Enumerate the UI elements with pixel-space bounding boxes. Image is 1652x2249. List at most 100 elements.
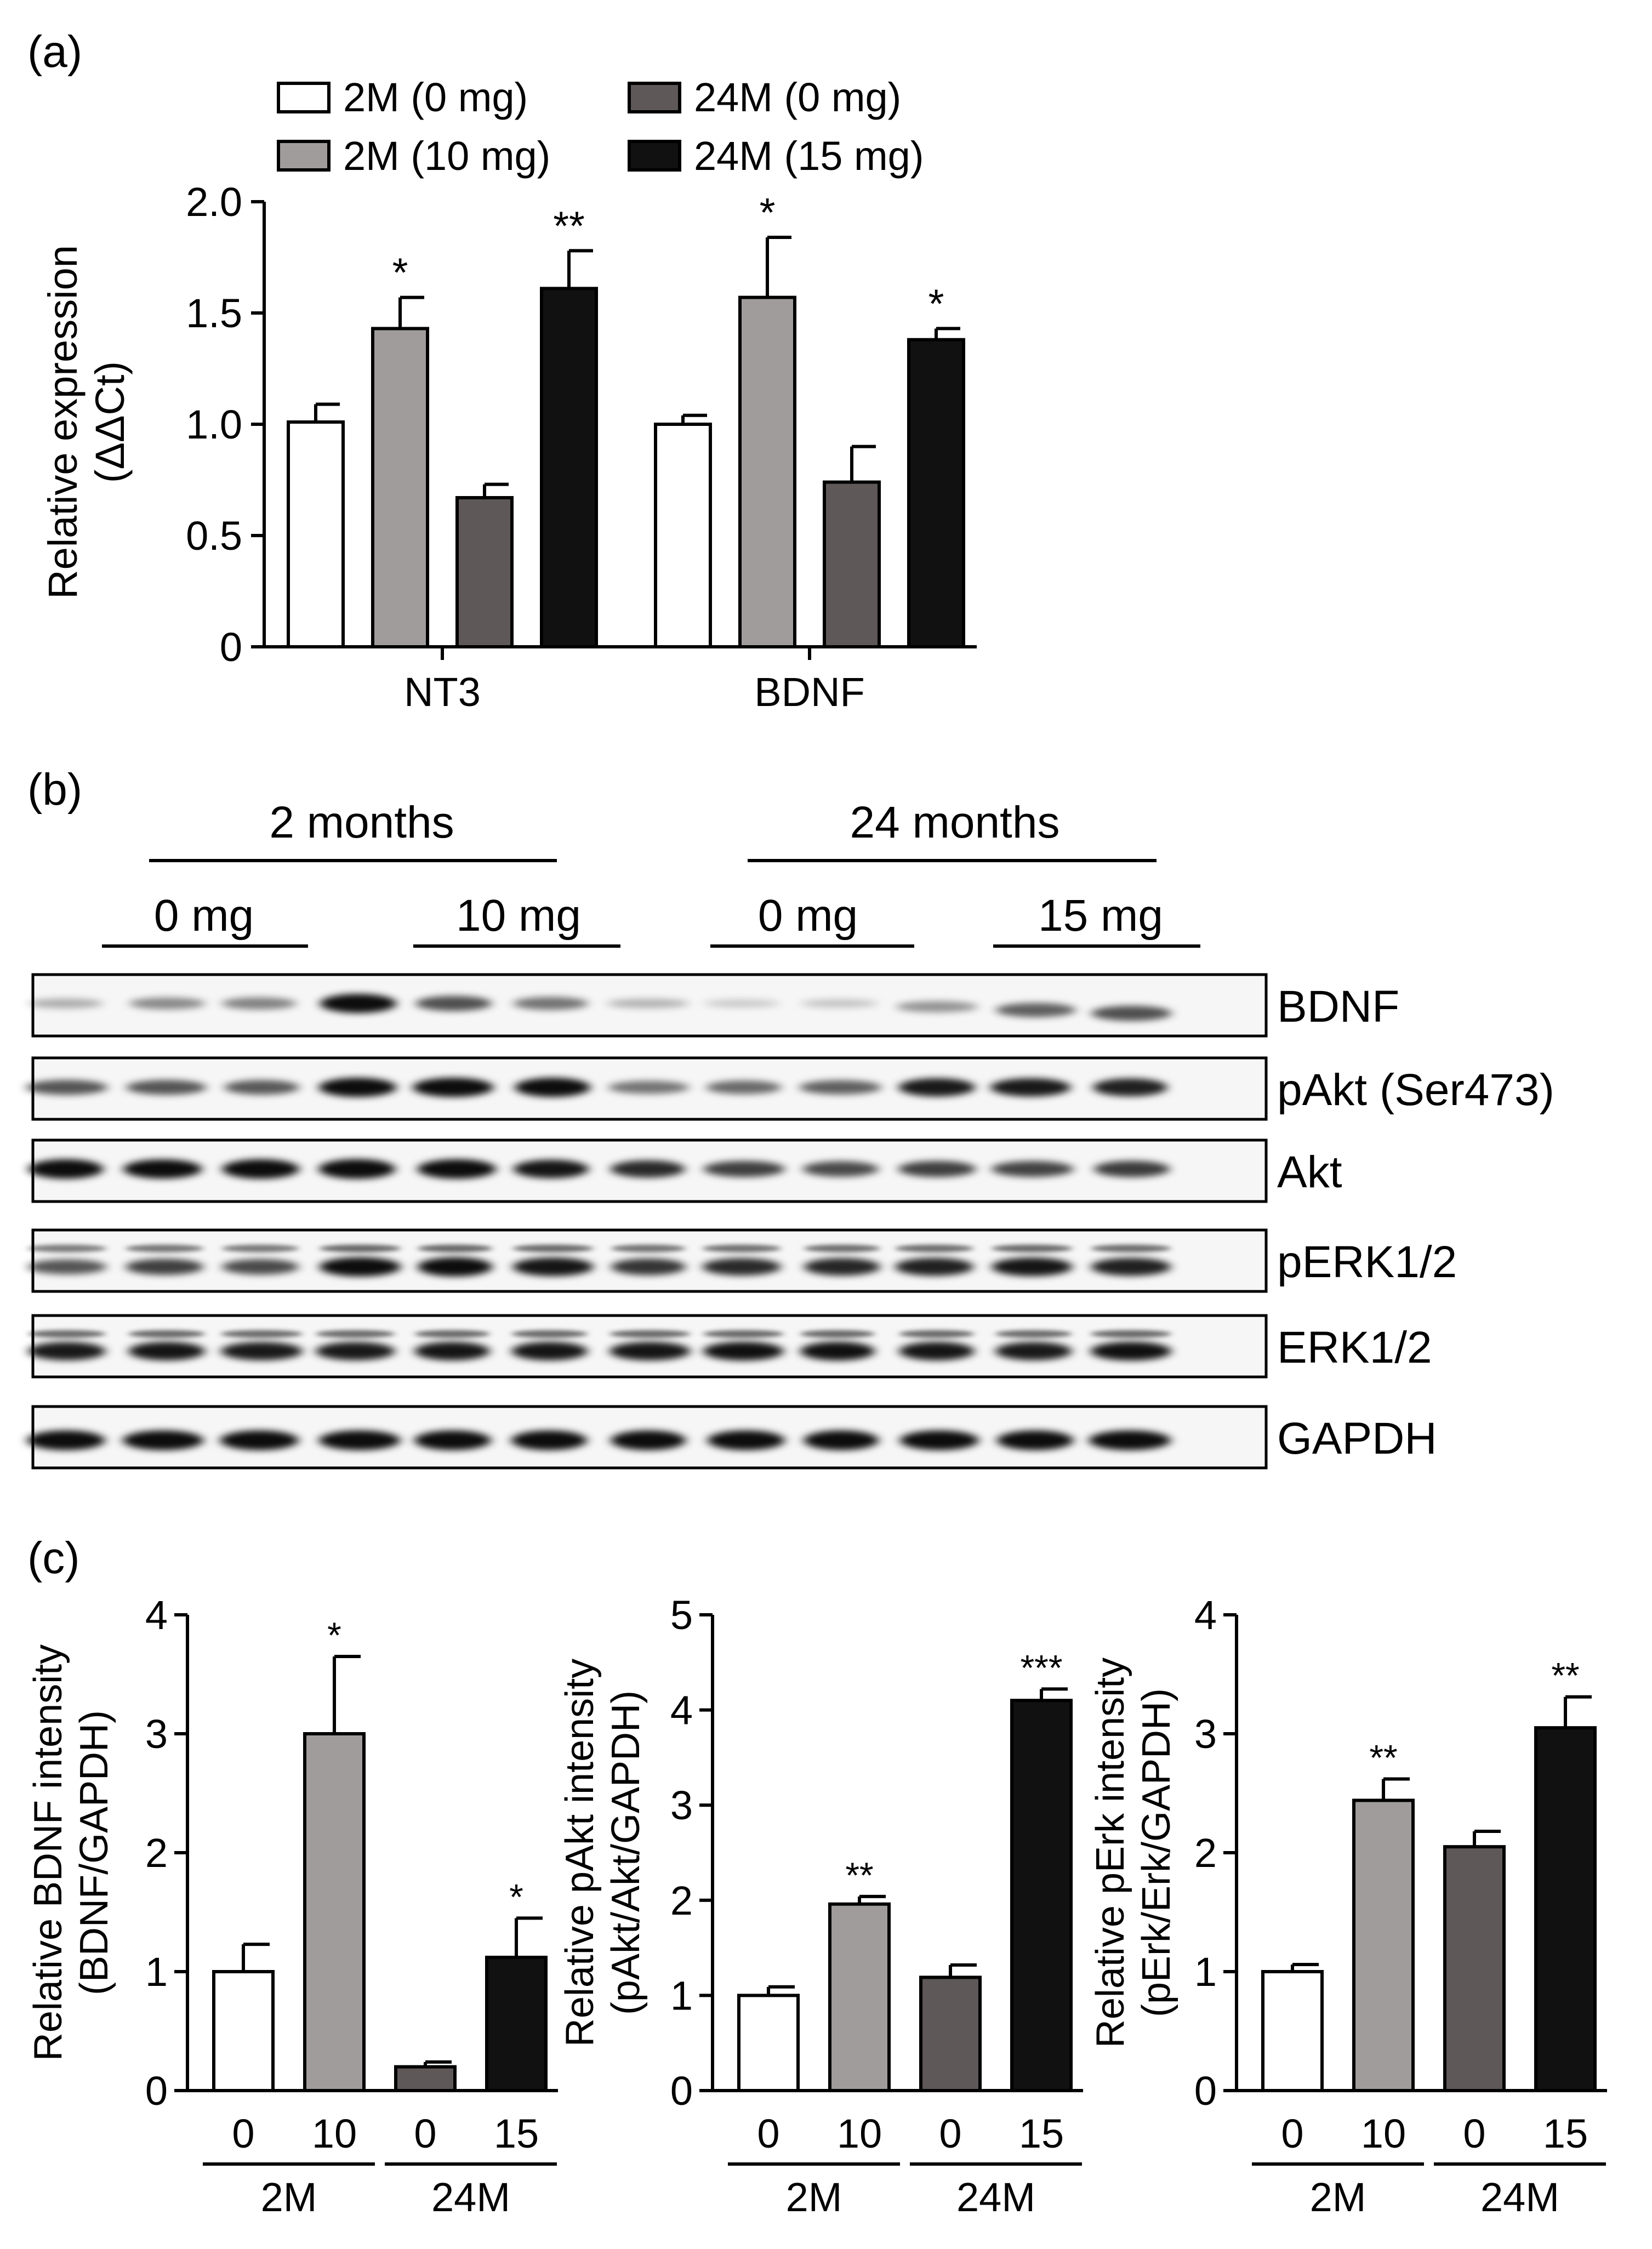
y-axis-label-2: (pErk/Erk/GAPDH) [1135,1688,1178,2017]
legend-label-24m-15: 24M (15 mg) [694,133,924,179]
significance-mark: *** [1020,1647,1062,1688]
blot-band [513,1159,589,1178]
blot-band [895,1257,974,1276]
significance-mark: * [509,1876,523,1917]
western-blot: 2 months 24 months 0 mg 10 mg 0 mg 15 mg… [26,798,1554,1470]
y-tick-label: 2 [670,1878,693,1923]
bar [737,1994,800,2092]
bar [919,1975,982,2093]
blot-dose-label-0mg-2m: 0 mg [154,891,254,941]
y-tick-label: 4 [145,1592,168,1638]
blot-band-upper [128,1330,206,1338]
blot-band-upper [1091,1244,1171,1252]
blot-band [802,1161,879,1177]
blot-band [799,1080,882,1095]
y-tick-label: 2 [1194,1830,1217,1876]
y-tick-label: 0.5 [186,513,242,559]
significance-mark: ** [553,203,585,248]
significance-mark: * [327,1615,341,1655]
blot-band-upper [703,1330,784,1338]
blot-band [702,1258,781,1276]
y-axis-label: Relative expression [40,245,86,599]
blot-protein-label: ERK1/2 [1277,1323,1432,1373]
x-tick-label: 10 [837,2111,882,2156]
blot-protein-label: GAPDH [1277,1414,1437,1464]
y-tick-label: 1.0 [186,402,242,447]
blot-band [1090,1341,1172,1361]
panel-label-b: (b) [27,765,82,815]
blot-band-upper [221,1244,299,1252]
blot-band [992,1257,1073,1277]
blot-band-upper [319,1244,401,1252]
blot-band [220,1342,303,1360]
blot-band [512,1257,594,1277]
blot-band [414,1342,490,1360]
blot-band [800,1341,875,1361]
blot-protein-label: pAkt (Ser473) [1277,1065,1554,1115]
x-group-label: 24M [431,2174,510,2220]
blot-band [415,995,492,1011]
blot-band [318,1159,396,1179]
blot-band-upper [511,1330,588,1338]
blot-dose-label-10mg: 10 mg [456,891,581,941]
legend-swatch-24m-0 [628,82,681,113]
blot-band [1089,1430,1171,1450]
blot-band [515,1078,591,1097]
blot-band [122,1430,204,1450]
legend-label-2m-10: 2M (10 mg) [343,133,550,179]
x-tick-label: 0 [232,2111,254,2156]
blot-band [511,1430,588,1450]
x-group-label: 2M [261,2174,317,2220]
y-axis-label: Relative pErk intensity [1089,1658,1132,2048]
blot-dose-label-0mg-24m: 0 mg [758,891,858,941]
x-tick-label: 0 [414,2111,436,2156]
blot-band [898,1078,976,1097]
blot-band [28,1342,106,1360]
blot-band [898,1160,976,1177]
bar [823,480,881,648]
y-tick-label: 3 [1194,1711,1217,1757]
blot-band-upper [992,1244,1073,1252]
legend-swatch-2m-0 [277,82,331,113]
y-tick-label: 1 [670,1973,693,2018]
blot-band [126,1080,207,1095]
blot-band [607,998,690,1009]
x-group-label: 24M [956,2174,1035,2220]
blot-band [320,994,397,1014]
bar [455,496,514,648]
y-axis-label: Relative BDNF intensity [26,1644,70,2061]
bar [907,338,965,648]
blot-band [800,999,878,1008]
legend-swatch-2m-10 [277,140,331,172]
blot-band-upper [27,1244,107,1252]
blot-band-upper [804,1244,881,1252]
blot-band [513,997,588,1010]
blot-band [704,999,780,1008]
blot-band [27,1259,107,1274]
y-axis-label-2: (BDNF/GAPDH) [72,1710,116,1995]
blot-band [222,1159,300,1179]
blot-band [318,1078,397,1097]
panel-label-c: (c) [27,1533,80,1583]
blot-band-upper [126,1244,204,1252]
chart-c-perk: 0 1 2 3 4 Relative pErk intensity (pErk/Erk/GA… [1089,1592,1607,2220]
blot-band [996,1430,1074,1450]
bar [394,2065,457,2093]
blot-protein-label: Akt [1277,1147,1342,1197]
blot-band-upper [702,1244,781,1252]
blot-band [221,1259,299,1275]
blot-band [28,1159,104,1179]
blot-band-upper [800,1330,875,1338]
blot-band [611,1430,686,1450]
blot-band [899,1430,979,1450]
blot-band [126,1259,204,1275]
blot-protein-label: pERK1/2 [1277,1237,1457,1287]
blot-band [703,1160,785,1177]
blot-band [221,997,297,1010]
blot-band-upper [895,1244,974,1252]
blot-band [220,1430,299,1450]
significance-mark: ** [1551,1655,1579,1696]
y-tick-label: 3 [670,1783,693,1828]
blot-band [990,1078,1071,1097]
significance-mark: ** [845,1855,873,1895]
